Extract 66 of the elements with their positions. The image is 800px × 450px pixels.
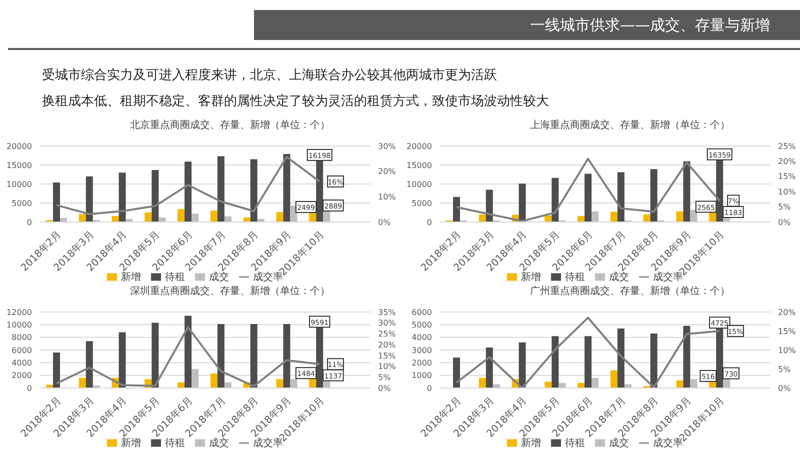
chart-title: 深圳重点商圈成交、存量、新增（单位：个）: [129, 284, 331, 298]
y-tick-label: 2000: [12, 371, 32, 380]
y2-tick-label: 5%: [778, 202, 792, 212]
legend-label: 新增: [521, 272, 541, 283]
y-tick-label: 0: [426, 218, 432, 227]
y2-tick-label: 15%: [778, 172, 796, 182]
y2-tick-label: 10%: [778, 187, 796, 196]
y-tick-label: 10000: [6, 180, 32, 189]
y2-tick-label: 10%: [378, 192, 396, 202]
legend-label: 新增: [121, 272, 141, 283]
y-tick-label: 10000: [406, 180, 432, 189]
legend-label: 成交: [209, 438, 229, 449]
legend-label: 待租: [165, 438, 185, 449]
y-tick-label: 20000: [406, 142, 432, 151]
y-tick-label: 8000: [12, 333, 32, 342]
text: 一线城市供求——成交、存量与新增: [254, 10, 800, 40]
y-tick-label: 4000: [412, 333, 432, 342]
y-tick-label: 0: [26, 384, 32, 393]
y-tick-label: 12000: [6, 308, 32, 317]
legend-label: 成交: [609, 438, 629, 449]
y-tick-label: 20000: [6, 142, 32, 151]
y2-tick-label: 0%: [778, 218, 792, 227]
legend-label: 新增: [521, 438, 541, 449]
y2-tick-label: 35%: [378, 308, 396, 317]
y-tick-label: 10000: [6, 320, 32, 330]
y2-tick-label: 10%: [778, 346, 796, 355]
y2-tick-label: 15%: [778, 326, 796, 336]
y2-tick-label: 20%: [378, 340, 396, 350]
text: 受城市综合实力及可进入程度来讲，北京、上海联合办公较其他两城市更为活跃: [42, 67, 497, 84]
y2-tick-label: 25%: [378, 330, 396, 339]
y-tick-label: 5000: [12, 198, 32, 208]
y2-tick-label: 30%: [378, 142, 396, 151]
chart-title: 广州重点商圈成交、存量、新增（单位：个）: [529, 284, 731, 298]
legend-label: 待租: [165, 272, 185, 283]
legend-label: 待租: [565, 438, 585, 449]
y2-tick-label: 0%: [378, 384, 392, 393]
y2-tick-label: 25%: [778, 142, 796, 151]
y-tick-label: 5000: [412, 320, 432, 330]
y2-tick-label: 15%: [378, 351, 396, 360]
y-tick-label: 3000: [412, 346, 432, 355]
y-tick-label: 0: [26, 218, 32, 227]
legend-label: 成交: [209, 272, 229, 283]
y2-tick-label: 10%: [378, 362, 396, 372]
chart-title: 北京重点商圈成交、存量、新增（单位：个）: [129, 118, 331, 132]
y-tick-label: 4000: [12, 358, 32, 368]
y2-tick-label: 0%: [378, 218, 392, 227]
y2-tick-label: 5%: [378, 372, 392, 382]
legend-label: 新增: [121, 438, 141, 449]
y2-tick-label: 20%: [378, 167, 396, 176]
legend-label: 成交: [609, 272, 629, 283]
legend-label: 待租: [565, 272, 585, 283]
y-tick-label: 6000: [12, 346, 32, 355]
y-tick-label: 15000: [406, 160, 432, 170]
y2-tick-label: 20%: [778, 157, 796, 166]
y-tick-label: 5000: [412, 198, 432, 208]
y2-tick-label: 20%: [778, 308, 796, 317]
y-tick-label: 15000: [6, 160, 32, 170]
text: 换租成本低、租期不稳定、客群的属性决定了较为灵活的租赁方式，致使市场波动性较大: [42, 93, 549, 110]
y2-tick-label: 30%: [378, 318, 396, 328]
y-tick-label: 2000: [412, 358, 432, 368]
chart-title: 上海重点商圈成交、存量、新增（单位：个）: [529, 118, 731, 132]
y-tick-label: 6000: [412, 308, 432, 317]
y2-tick-label: 0%: [778, 384, 792, 393]
y2-tick-label: 5%: [778, 364, 792, 374]
y-tick-label: 1000: [412, 371, 432, 380]
y-tick-label: 0: [426, 384, 432, 393]
